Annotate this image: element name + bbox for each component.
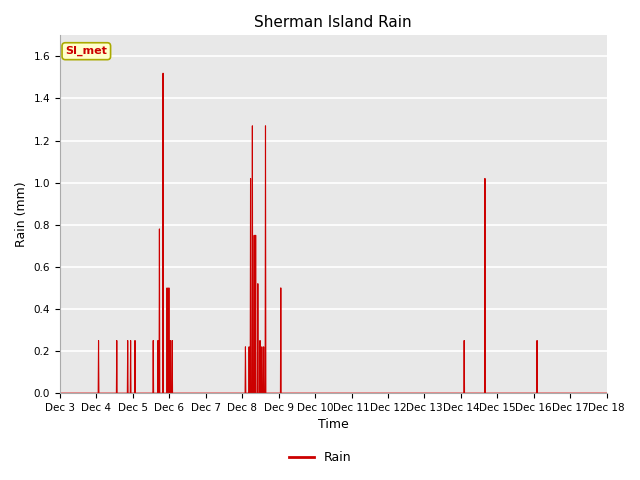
Y-axis label: Rain (mm): Rain (mm) [15,181,28,247]
Legend: Rain: Rain [284,446,356,469]
Title: Sherman Island Rain: Sherman Island Rain [255,15,412,30]
X-axis label: Time: Time [318,419,349,432]
Text: SI_met: SI_met [65,46,108,56]
